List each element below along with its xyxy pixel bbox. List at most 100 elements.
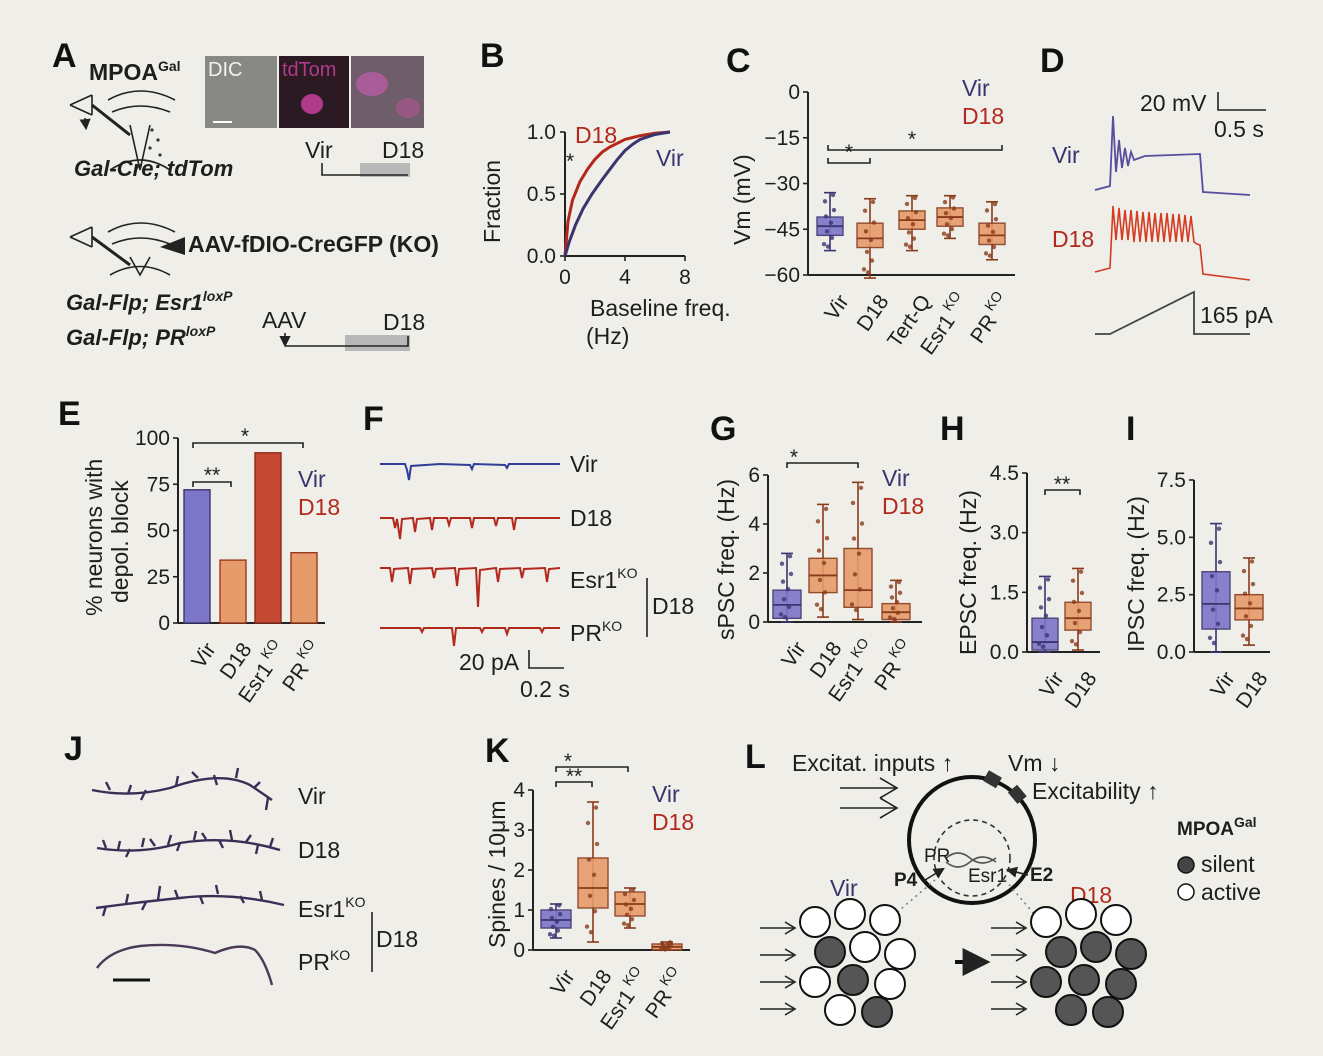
timeline-2: AAV D18 — [262, 307, 425, 351]
trace-label-vir: Vir — [1052, 142, 1080, 168]
e-bar-esr1-ko — [254, 452, 282, 624]
neuron-active-icon — [1100, 904, 1132, 936]
channel-icon-1 — [982, 770, 1002, 789]
neuron-silent-icon — [1115, 938, 1147, 970]
scale-bar-d — [1217, 92, 1266, 111]
panel-label-a: A — [52, 37, 77, 75]
trace-f-label-d18: D18 — [570, 505, 612, 531]
legend-silent: silent — [1201, 851, 1255, 877]
population-vir — [760, 898, 916, 1028]
box-d18 — [856, 197, 884, 279]
trace-f-label-pr: PRKO — [570, 618, 622, 646]
ytick-label: 2.5 — [1157, 584, 1186, 607]
panel-g-legend-vir: Vir — [882, 465, 910, 491]
e-bar-d18 — [219, 559, 247, 624]
panel-e-legend-d18: D18 — [298, 494, 340, 520]
box-esr1-ko — [936, 194, 964, 240]
trace-f-pr — [380, 627, 560, 647]
ytick-label: 1 — [513, 899, 525, 922]
panel-e-legend-vir: Vir — [298, 466, 326, 492]
neuron-active-icon — [1030, 906, 1062, 938]
neuron-active-icon — [884, 938, 916, 970]
panel-g-legend-d18: D18 — [882, 493, 924, 519]
label-e2: E2 — [1030, 865, 1053, 886]
neuron-active-icon — [799, 906, 831, 938]
panel-d-traces: 20 mV 0.5 s Vir D18 165 pA — [1052, 90, 1274, 335]
box-esr1-ko — [843, 481, 873, 621]
dendrite-label-d18: D18 — [298, 837, 340, 863]
timeline-2-aav: AAV — [262, 307, 307, 333]
box-d18 — [1064, 567, 1092, 651]
genotype-3: Gal-Flp; PRloxP — [66, 323, 216, 350]
panel-k-sig-bar-2 — [555, 781, 593, 787]
ytick-label: −30 — [764, 173, 800, 196]
dendrite-vir — [91, 767, 273, 811]
panel-b-legend-d18: D18 — [575, 122, 617, 148]
panel-k-sig-2: ** — [566, 765, 582, 788]
ytick-label: 6 — [748, 464, 760, 487]
panel-c-sig-2: * — [845, 141, 853, 164]
b-ytick-label: 1.0 — [527, 121, 556, 144]
panel-label-k: K — [485, 732, 510, 770]
box-vir — [772, 552, 802, 623]
img-tdtom-label: tdTom — [282, 59, 336, 81]
b-xtick-label: 0 — [559, 266, 571, 289]
b-xtick-label: 4 — [619, 266, 631, 289]
e-ytick-label: 75 — [147, 473, 170, 496]
brain-schematic-2 — [69, 222, 185, 277]
neuron-silent-icon — [1092, 996, 1124, 1028]
e-bar-pr-ko — [290, 552, 318, 624]
panel-b-xlabel-1: Baseline freq. (Hz) — [586, 295, 731, 349]
b-ytick-label: 0.5 — [527, 183, 556, 206]
dendrite-pr — [96, 943, 274, 986]
timeline-1: Vir D18 — [305, 137, 424, 177]
e-xtick-label: Vir — [187, 639, 220, 673]
ytick-label: 2 — [513, 859, 525, 882]
panel-c-legend-vir: Vir — [962, 75, 990, 101]
ytick-label: −60 — [764, 264, 800, 287]
neuron-active-icon — [834, 898, 866, 930]
neuron-silent-icon — [1068, 964, 1100, 996]
panel-a: MPOAGal DIC tdTom Gal-Cre; tdTom — [66, 56, 439, 351]
box-vir — [816, 191, 844, 252]
img-dic-label: DIC — [208, 59, 242, 81]
panel-label-e: E — [58, 395, 81, 433]
ytick-label: 0 — [513, 939, 525, 962]
ramp-stimulus — [1095, 290, 1250, 335]
panel-c-ylabel: Vm (mV) — [729, 154, 755, 245]
e-bar-vir — [183, 489, 211, 624]
neuron-silent-icon — [1055, 994, 1087, 1026]
panel-h-ylabel: EPSC freq. (Hz) — [955, 490, 981, 655]
panel-j-dendrites: Vir D18 Esr1KO PRKO D18 — [91, 767, 418, 986]
legend-active: active — [1201, 879, 1261, 905]
ytick-label: 4.5 — [990, 462, 1019, 485]
neuron-silent-icon — [1030, 966, 1062, 998]
box-d18 — [577, 801, 609, 943]
ytick-label: 1.5 — [990, 581, 1019, 604]
panel-label-d: D — [1040, 42, 1065, 80]
ytick-label: 7.5 — [1157, 469, 1186, 492]
panel-a-title: MPOAGal — [89, 58, 181, 85]
panel-k-ylabel: Spines / 10μm — [484, 801, 510, 949]
dendrite-esr1 — [95, 884, 285, 917]
dendrite-label-esr1: Esr1KO — [298, 894, 366, 922]
panel-e-ylabel-1: % neurons with — [81, 459, 107, 616]
e-ytick-label: 100 — [135, 427, 170, 450]
xtick-label: PR KO — [962, 288, 1016, 348]
neuron-silent-icon — [861, 996, 893, 1028]
box-d18 — [808, 503, 838, 618]
neuron-silent-icon — [1080, 931, 1112, 963]
label-esr1-l: Esr1 — [968, 866, 1007, 887]
panel-e-sig-bar-2 — [192, 481, 232, 487]
ytick-label: 0.0 — [990, 641, 1019, 664]
panel-c-legend-d18: D18 — [962, 103, 1004, 129]
ytick-label: 2 — [748, 562, 760, 585]
genotype-1: Gal-Cre; tdTom — [74, 156, 233, 181]
panel-g-sig-bar — [786, 462, 859, 468]
xtick-label: PR KO — [637, 963, 691, 1023]
panel-label-f: F — [363, 400, 384, 438]
neuron-silent-icon — [837, 964, 869, 996]
label-vm: Vm ↓ — [1008, 750, 1060, 776]
